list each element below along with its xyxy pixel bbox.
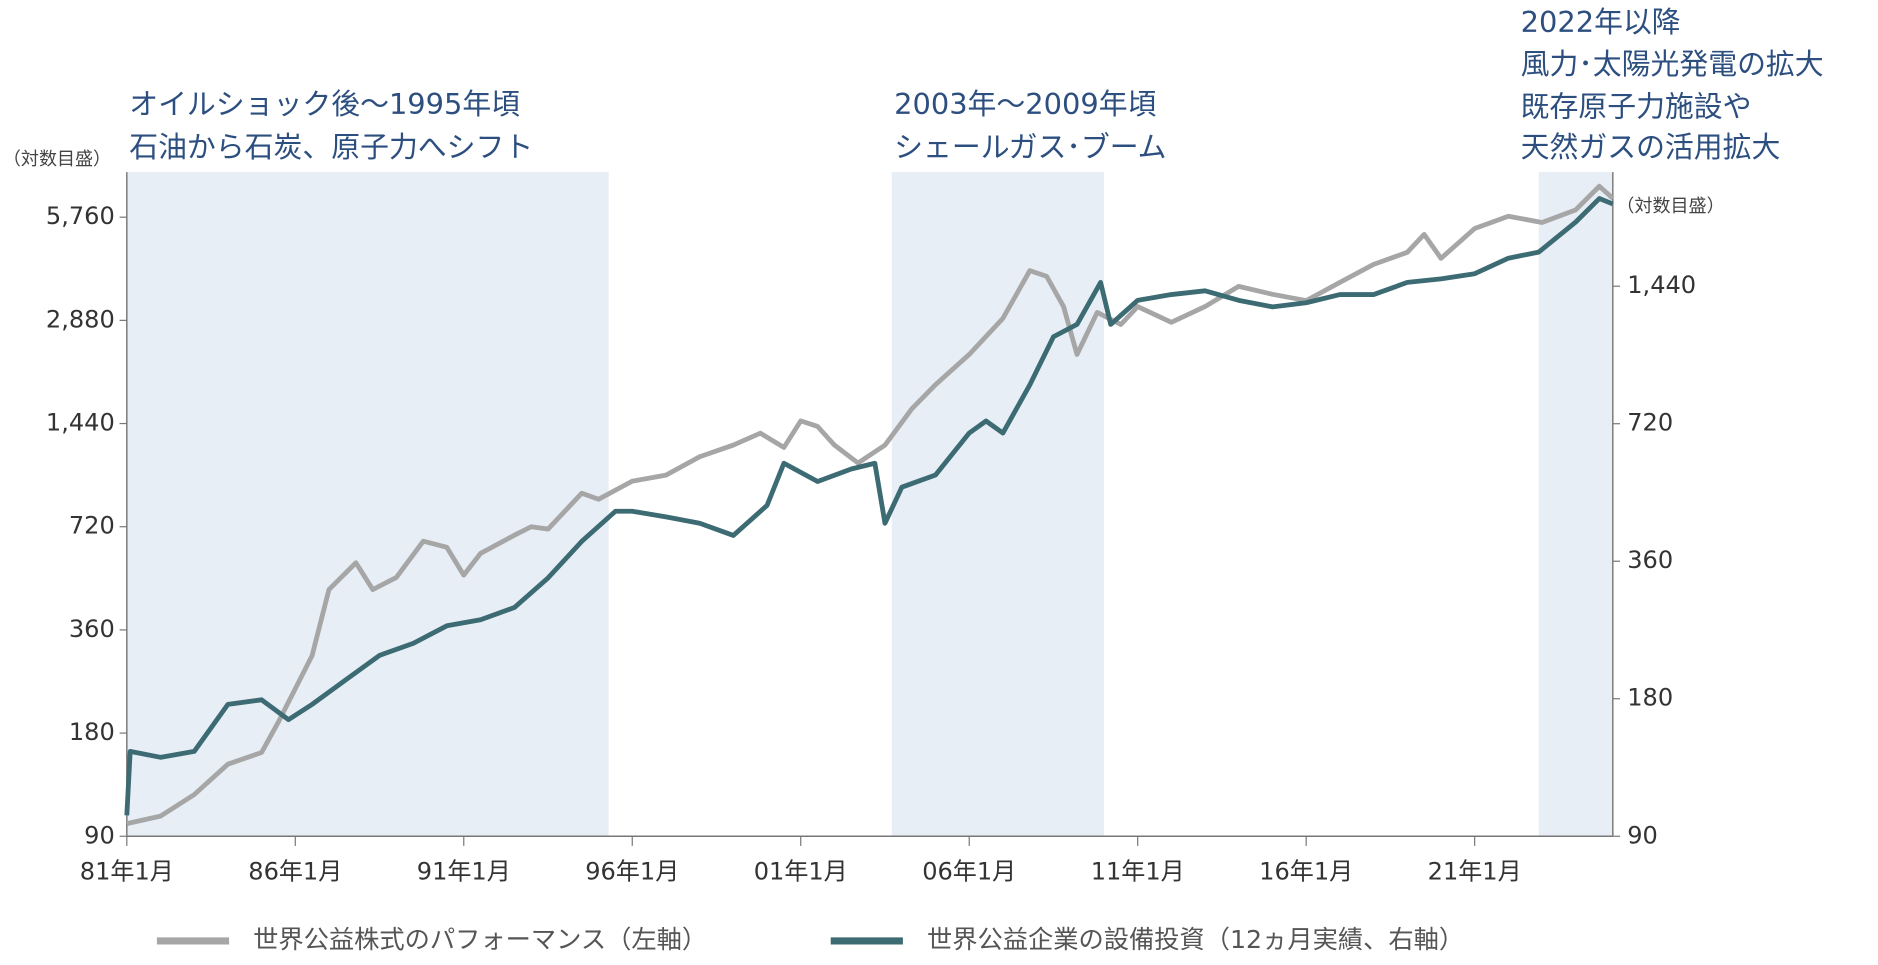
annotation-text: 石油から石炭、原子力へシフト xyxy=(129,130,533,164)
y2-tick-label: 90 xyxy=(1627,821,1658,849)
x-tick-label: 16年1月 xyxy=(1259,857,1353,885)
shaded-period xyxy=(1538,172,1613,837)
y2-tick-label: 1,440 xyxy=(1627,271,1696,299)
y-tick-label: 1,440 xyxy=(46,409,115,437)
x-tick-label: 21年1月 xyxy=(1428,857,1522,885)
annotation-text: 天然ガスの活用拡大 xyxy=(1521,130,1781,164)
annotation-text: オイルショック後～1995年頃 xyxy=(129,87,520,121)
x-tick-label: 06年1月 xyxy=(922,857,1016,885)
y-tick-label: 720 xyxy=(69,512,115,540)
shading-layer xyxy=(126,172,1613,837)
y2-tick-label: 180 xyxy=(1627,684,1673,712)
legend-label: 世界公益企業の設備投資（12ヵ月実績、右軸） xyxy=(927,925,1464,954)
y-tick-label: 360 xyxy=(69,615,115,643)
y-tick-label: 2,880 xyxy=(46,305,115,333)
shaded-period xyxy=(891,172,1105,837)
x-tick-label: 01年1月 xyxy=(754,857,848,885)
annotation-text: 既存原子力施設や xyxy=(1521,89,1752,123)
y2-tick-label: 720 xyxy=(1627,409,1673,437)
series-line xyxy=(126,183,1615,826)
annotation-text: 風力･太陽光発電の拡大 xyxy=(1521,47,1824,81)
x-tick-label: 81年1月 xyxy=(80,857,174,885)
x-tick-label: 11年1月 xyxy=(1091,857,1185,885)
shaded-period xyxy=(126,172,609,837)
y2-tick-label: 360 xyxy=(1627,546,1673,574)
x-tick-label: 96年1月 xyxy=(585,857,679,885)
x-tick-label: 86年1月 xyxy=(248,857,342,885)
legend-label: 世界公益株式のパフォーマンス（左軸） xyxy=(253,925,707,954)
y2-axis-label: （対数目盛） xyxy=(1616,196,1724,217)
annotation-text: シェールガス･ブーム xyxy=(894,130,1166,164)
annotation-text: 2022年以降 xyxy=(1521,5,1681,39)
series-line xyxy=(124,196,1614,816)
y-axis-label: （対数目盛） xyxy=(3,149,111,170)
y-tick-label: 90 xyxy=(84,821,115,849)
x-tick-label: 91年1月 xyxy=(417,857,511,885)
y-tick-label: 180 xyxy=(69,718,115,746)
y-tick-label: 5,760 xyxy=(46,202,115,230)
annotation-text: 2003年～2009年頃 xyxy=(894,87,1156,121)
